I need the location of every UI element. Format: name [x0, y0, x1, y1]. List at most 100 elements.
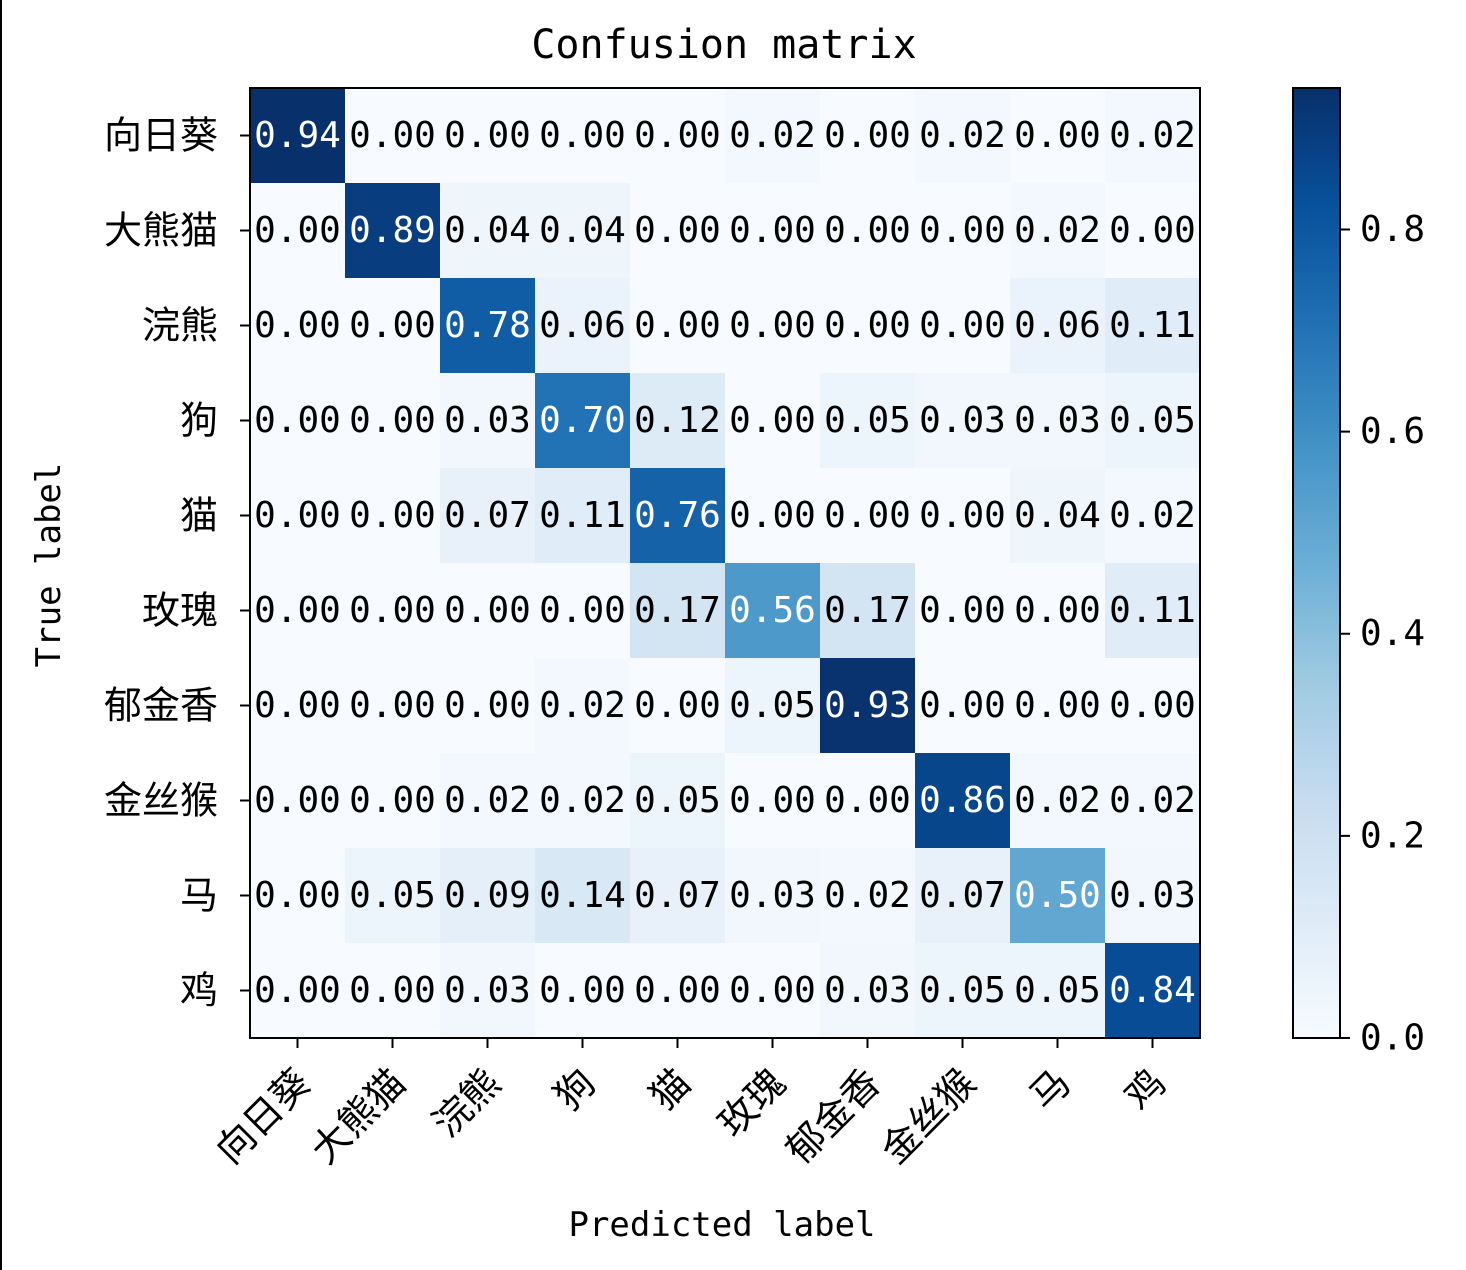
cell-value-label: 0.00 — [444, 590, 531, 631]
y-tick-label: 大熊猫 — [104, 209, 218, 253]
y-tick-label: 马 — [180, 874, 218, 918]
x-tick-label: 浣熊 — [424, 1060, 509, 1145]
heatmap-cell — [1105, 183, 1201, 279]
cell-value-label: 0.06 — [1014, 305, 1101, 346]
heatmap-cell — [345, 88, 441, 184]
x-tick-label: 狗 — [546, 1060, 604, 1118]
heatmap-cell — [725, 468, 821, 564]
heatmap-cell — [535, 88, 631, 184]
cell-value-label: 0.00 — [729, 780, 816, 821]
cell-value-label: 0.03 — [444, 970, 531, 1011]
colorbar-gradient — [1292, 87, 1341, 1039]
cell-value-label: 0.89 — [349, 210, 436, 251]
heatmap-cell — [725, 943, 821, 1039]
colorbar-tick-label: 0.0 — [1360, 1018, 1425, 1059]
cell-value-label: 0.00 — [254, 590, 341, 631]
x-tick-label: 金丝猴 — [872, 1060, 984, 1172]
heatmap-cell — [250, 943, 346, 1039]
plot-frame — [249, 87, 1201, 1039]
cell-value-label: 0.00 — [539, 115, 626, 156]
cell-value-label: 0.03 — [1109, 875, 1196, 916]
heatmap-cell — [1105, 848, 1201, 944]
y-tick-label: 猫 — [180, 494, 218, 538]
cell-value-label: 0.00 — [634, 685, 721, 726]
cell-value-label: 0.07 — [444, 495, 531, 536]
cell-value-label: 0.03 — [444, 400, 531, 441]
cell-value-label: 0.06 — [539, 305, 626, 346]
heatmap-cell — [630, 183, 726, 279]
cell-value-label: 0.00 — [824, 305, 911, 346]
heatmap-cell — [820, 563, 916, 659]
cell-value-label: 0.00 — [729, 305, 816, 346]
heatmap-cell — [630, 563, 726, 659]
cell-value-label: 0.56 — [729, 590, 816, 631]
heatmap-cell — [440, 563, 536, 659]
cell-value-label: 0.50 — [1014, 875, 1101, 916]
x-tick-label: 大熊猫 — [302, 1060, 414, 1172]
heatmap-cell — [725, 563, 821, 659]
heatmap-cell — [915, 658, 1011, 754]
cell-value-label: 0.02 — [1014, 780, 1101, 821]
colorbar-tick-label: 0.4 — [1360, 613, 1425, 654]
cell-value-label: 0.78 — [444, 305, 531, 346]
heatmap-cell — [1010, 563, 1106, 659]
colorbar-ticks: 0.0 0.2 0.4 0.6 0.8 — [1340, 209, 1425, 1059]
cell-value-label: 0.00 — [1014, 115, 1101, 156]
cell-value-label: 0.76 — [634, 495, 721, 536]
heatmap-cell — [535, 278, 631, 374]
heatmap-cell — [1105, 943, 1201, 1039]
cell-value-label: 0.05 — [919, 970, 1006, 1011]
heatmap-cell — [1105, 468, 1201, 564]
heatmap-cell — [725, 278, 821, 374]
heatmap-cell — [250, 753, 346, 849]
cell-value-label: 0.02 — [539, 685, 626, 726]
x-tick-label: 玫瑰 — [709, 1060, 794, 1145]
heatmap-cell — [915, 88, 1011, 184]
cell-value-label: 0.00 — [349, 400, 436, 441]
cell-value-label: 0.00 — [254, 495, 341, 536]
heatmap-cell — [630, 753, 726, 849]
heatmap-cell — [535, 753, 631, 849]
cell-value-label: 0.70 — [539, 400, 626, 441]
cell-value-label: 0.00 — [1109, 210, 1196, 251]
x-axis-ticks: 向日葵大熊猫 浣熊狗猫玫瑰郁金香金丝猴马鸡 — [207, 1038, 1174, 1172]
cell-value-label: 0.00 — [919, 305, 1006, 346]
cell-value-label: 0.00 — [539, 970, 626, 1011]
y-axis-title: True label — [29, 463, 69, 668]
cell-value-labels: 0.94 0.00 0.00 0.00 0.00 0.02 0.00 0.02 0.00 0.02… — [254, 115, 1196, 1011]
cell-value-label: 0.14 — [539, 875, 626, 916]
cell-value-label: 0.09 — [444, 875, 531, 916]
cell-value-label: 0.05 — [634, 780, 721, 821]
heatmap-cell — [915, 943, 1011, 1039]
cell-value-label: 0.00 — [634, 115, 721, 156]
heatmap-cell — [820, 183, 916, 279]
heatmap-cell — [820, 373, 916, 469]
cell-value-label: 0.02 — [539, 780, 626, 821]
heatmap-cell — [535, 373, 631, 469]
cell-value-label: 0.00 — [254, 305, 341, 346]
cell-value-label: 0.00 — [1014, 685, 1101, 726]
heatmap-cell — [820, 88, 916, 184]
heatmap-cell — [820, 753, 916, 849]
heatmap-cell — [440, 848, 536, 944]
heatmap-cell — [345, 563, 441, 659]
heatmap-cell — [1105, 88, 1201, 184]
heatmap-cell — [1010, 848, 1106, 944]
colorbar-tick-label: 0.2 — [1360, 815, 1425, 856]
cell-value-label: 0.00 — [824, 495, 911, 536]
cell-value-label: 0.00 — [824, 210, 911, 251]
x-tick-label: 马 — [1021, 1060, 1079, 1118]
heatmap-cell — [1105, 373, 1201, 469]
heatmap-cell — [1010, 658, 1106, 754]
heatmap-cell — [1010, 943, 1106, 1039]
heatmap-cell — [630, 943, 726, 1039]
heatmap-cell — [345, 848, 441, 944]
cell-value-label: 0.00 — [349, 115, 436, 156]
cell-value-label: 0.00 — [634, 210, 721, 251]
heatmap-cell — [630, 278, 726, 374]
cell-value-label: 0.00 — [729, 400, 816, 441]
heatmap-cell — [345, 943, 441, 1039]
cell-value-label: 0.00 — [254, 970, 341, 1011]
